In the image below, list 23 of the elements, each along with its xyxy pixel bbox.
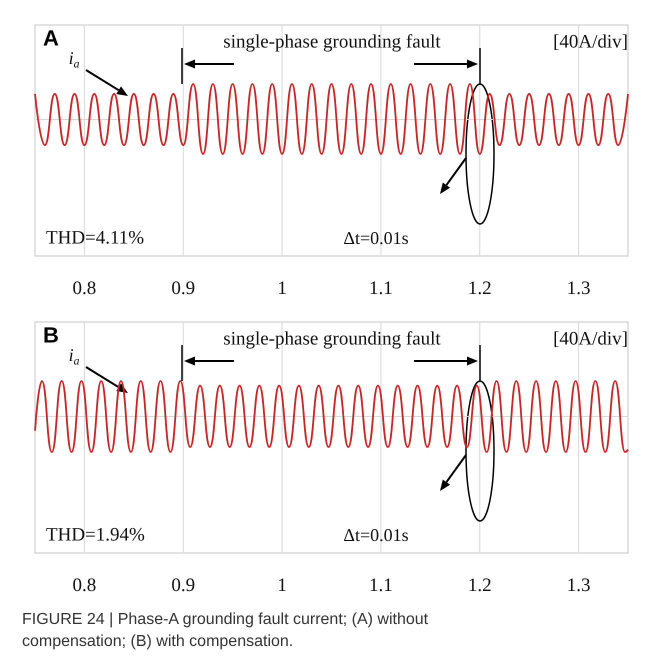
x-tick-label: 1.3 [566,575,590,596]
chart-title: B [43,322,59,348]
text: Δt=0.01s [343,525,409,545]
text: THD=4.11% [46,228,144,248]
x-tick-label: 1.2 [468,575,492,596]
x-tick-label: 1 [277,278,287,299]
text: Δt=0.01s [343,228,409,248]
x-tick-label: 1.1 [369,278,393,299]
chart-title: A [43,26,59,50]
text: single-phase grounding fault [223,328,442,350]
text: single-phase grounding fault [223,32,442,52]
text: THD=1.94% [46,524,146,546]
text: [40A/div] [553,32,628,52]
x-tick-label: 0.8 [72,278,96,299]
x-tick-label: 1.3 [566,278,590,299]
x-tick-label: 1 [277,575,287,596]
x-tick-label: 0.8 [72,575,96,596]
text: [40A/div] [553,328,628,350]
x-tick-label: 1.1 [369,575,393,596]
x-tick-label: 1.2 [468,278,492,299]
x-tick-label: 0.9 [171,278,196,299]
caption: FIGURE 24 | Phase-A grounding fault current; (A) without compensation; (B) with compensation. [22,610,430,652]
x-tick-label: 0.9 [171,575,196,596]
